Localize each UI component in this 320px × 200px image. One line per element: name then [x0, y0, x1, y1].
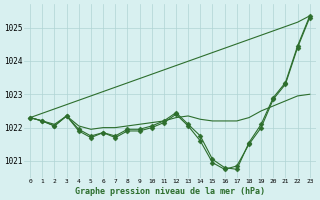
X-axis label: Graphe pression niveau de la mer (hPa): Graphe pression niveau de la mer (hPa): [75, 187, 265, 196]
